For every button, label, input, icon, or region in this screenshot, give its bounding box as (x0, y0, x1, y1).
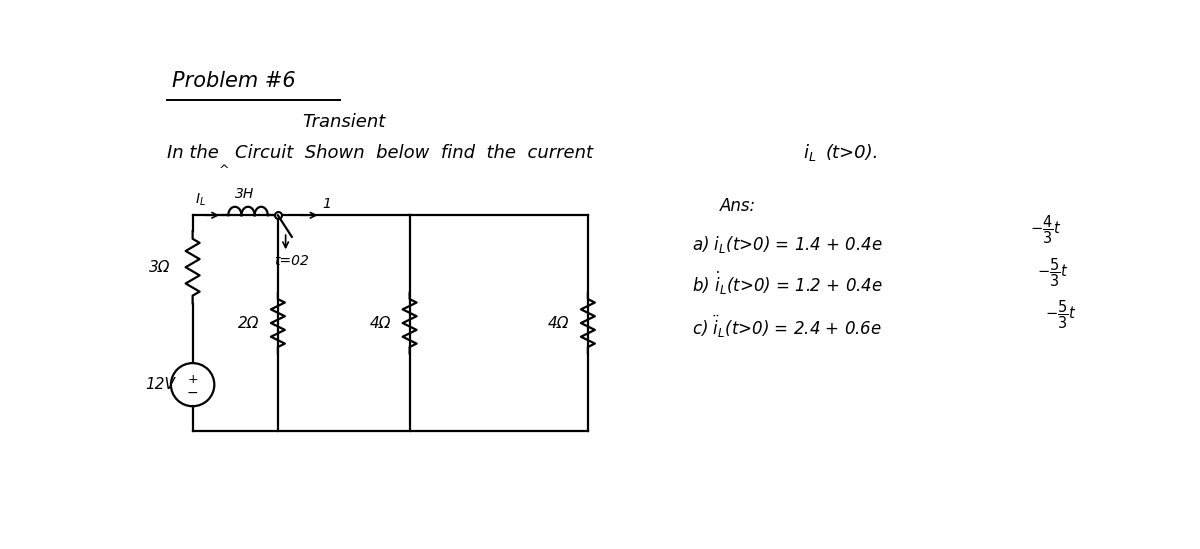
Text: $-\dfrac{5}{3}t$: $-\dfrac{5}{3}t$ (1045, 299, 1076, 331)
Text: In the: In the (167, 143, 218, 161)
Text: 3Ω: 3Ω (149, 260, 170, 274)
Text: t=0: t=0 (274, 254, 300, 268)
Text: 3H: 3H (234, 187, 253, 201)
Text: a) $i_L$(t>0) = 1.4 + 0.4e: a) $i_L$(t>0) = 1.4 + 0.4e (692, 234, 883, 255)
Text: 2: 2 (300, 254, 308, 268)
Text: 2Ω: 2Ω (238, 316, 259, 330)
Text: Circuit  Shown  below  find  the  current: Circuit Shown below find the current (235, 143, 593, 161)
Text: 4Ω: 4Ω (547, 316, 569, 330)
Text: (t>0).: (t>0). (826, 143, 880, 161)
Text: ^: ^ (218, 165, 229, 177)
Text: Ans:: Ans: (720, 198, 756, 215)
Text: Problem #6: Problem #6 (172, 71, 295, 91)
Text: −: − (187, 385, 198, 399)
Text: $-\dfrac{5}{3}t$: $-\dfrac{5}{3}t$ (1037, 256, 1069, 289)
Text: +: + (187, 373, 198, 386)
Text: 12V: 12V (145, 377, 175, 392)
Text: $I_L$: $I_L$ (194, 192, 206, 208)
Text: $i_L$: $i_L$ (803, 142, 816, 163)
Text: $-\dfrac{4}{3}t$: $-\dfrac{4}{3}t$ (1030, 214, 1061, 247)
Text: b) $\dot{i}_L$(t>0) = 1.2 + 0.4e: b) $\dot{i}_L$(t>0) = 1.2 + 0.4e (692, 270, 883, 297)
Text: c) $\ddot{i}_L$(t>0) = 2.4 + 0.6e: c) $\ddot{i}_L$(t>0) = 2.4 + 0.6e (692, 313, 882, 340)
Text: 1: 1 (323, 197, 331, 211)
Text: Transient: Transient (302, 113, 385, 131)
Text: 4Ω: 4Ω (370, 316, 391, 330)
